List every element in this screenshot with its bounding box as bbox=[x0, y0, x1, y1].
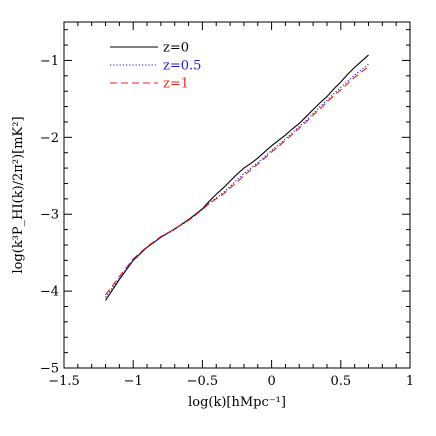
axis-ticks bbox=[63, 22, 411, 369]
x-tick-label: −0.5 bbox=[187, 374, 219, 389]
series-line-0 bbox=[105, 54, 369, 301]
y-tick-label: −3 bbox=[40, 208, 59, 223]
x-tick-label: 0.5 bbox=[330, 374, 351, 389]
legend-label: z=0 bbox=[163, 41, 189, 56]
legend-label: z=1 bbox=[163, 77, 189, 92]
y-tick-label: −4 bbox=[40, 285, 59, 300]
legend: z=0 z=0.5 z=1 bbox=[110, 41, 201, 92]
y-tick-label: −5 bbox=[40, 362, 59, 377]
y-tick-label: −2 bbox=[40, 131, 59, 146]
series-line-2 bbox=[105, 66, 369, 296]
x-axis-label: log(k)[hMpc⁻¹] bbox=[188, 395, 286, 410]
x-tick-label: 0 bbox=[267, 374, 275, 389]
x-tick-label: −1 bbox=[124, 374, 143, 389]
x-tick-label: −1.5 bbox=[48, 374, 80, 389]
x-tick-label: 1 bbox=[406, 374, 414, 389]
plot-frame bbox=[63, 21, 411, 369]
y-tick-label: −1 bbox=[40, 54, 59, 69]
series-lines bbox=[105, 54, 369, 301]
series-line-1 bbox=[105, 63, 369, 298]
y-axis-label: log(k³P_HI(k)/2π²)[mK²] bbox=[11, 116, 26, 273]
tick-labels: −1.5 −1 −0.5 0 0.5 1 −5 −4 −3 −2 −1 bbox=[40, 54, 414, 389]
legend-label: z=0.5 bbox=[163, 59, 201, 74]
